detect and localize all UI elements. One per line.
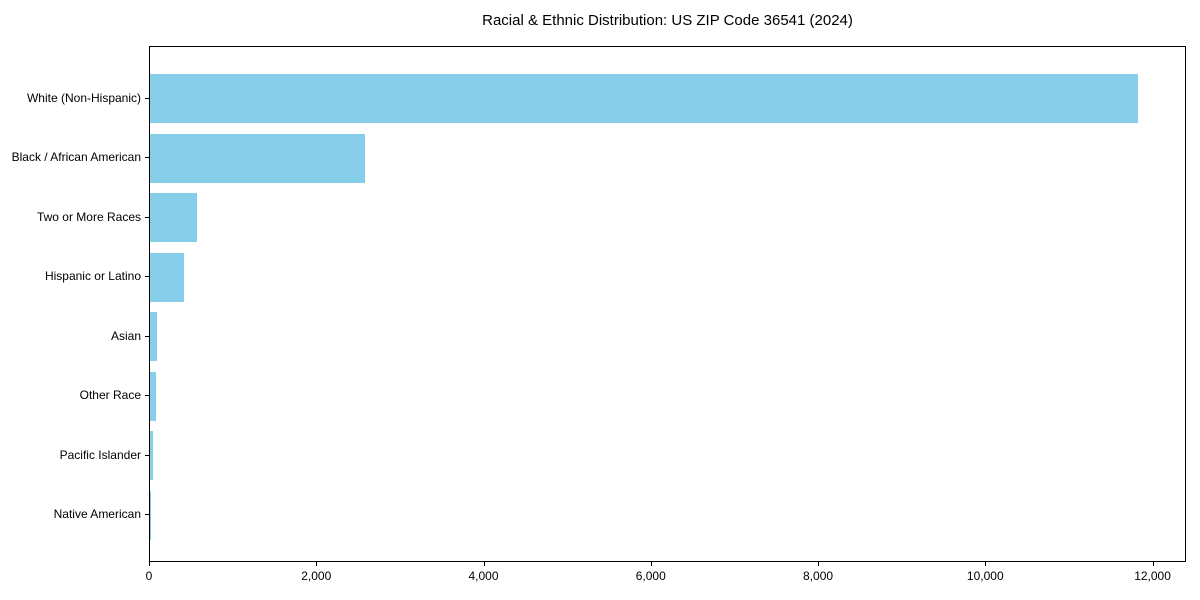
y-tick-label: Two or More Races [36,209,141,224]
y-tick-mark [145,395,149,396]
bar [150,312,158,361]
plot-area [149,46,1186,562]
x-tick-label: 0 [145,569,153,583]
x-tick-mark [818,562,820,566]
x-tick-label: 12,000 [1134,569,1171,583]
y-tick-mark [145,157,149,158]
y-tick-mark [145,514,149,515]
y-tick-label: Black / African American [11,150,141,164]
bar [150,431,153,480]
x-tick-label: 2,000 [301,569,332,583]
x-tick-label: 6,000 [635,569,666,583]
y-tick-mark [145,335,149,337]
bar [150,490,151,540]
bar [150,193,197,242]
bar [150,133,365,183]
y-tick-label: Pacific Islander [59,447,141,462]
x-tick-mark [650,562,652,566]
x-tick-mark [985,562,987,566]
y-tick-label: Asian [110,328,141,343]
x-tick-label: 4,000 [468,569,499,583]
x-tick-mark [1152,562,1154,566]
y-tick-mark [145,276,149,277]
x-tick-label: 8,000 [803,569,834,583]
bar [150,74,1138,123]
y-tick-label: White (Non-Hispanic) [26,90,141,105]
y-tick-mark [145,454,149,456]
y-tick-mark [145,216,149,218]
x-tick-mark [149,562,150,566]
x-tick-mark [483,562,485,566]
y-tick-label: Other Race [79,388,141,402]
x-tick-label: 10,000 [966,569,1004,583]
bar [150,252,185,302]
bar [150,371,156,421]
y-tick-label: Native American [53,507,141,521]
y-tick-mark [145,97,149,99]
x-tick-mark [316,562,318,566]
chart-title: Racial & Ethnic Distribution: US ZIP Cod… [482,12,853,29]
y-tick-label: Hispanic or Latino [44,269,141,283]
